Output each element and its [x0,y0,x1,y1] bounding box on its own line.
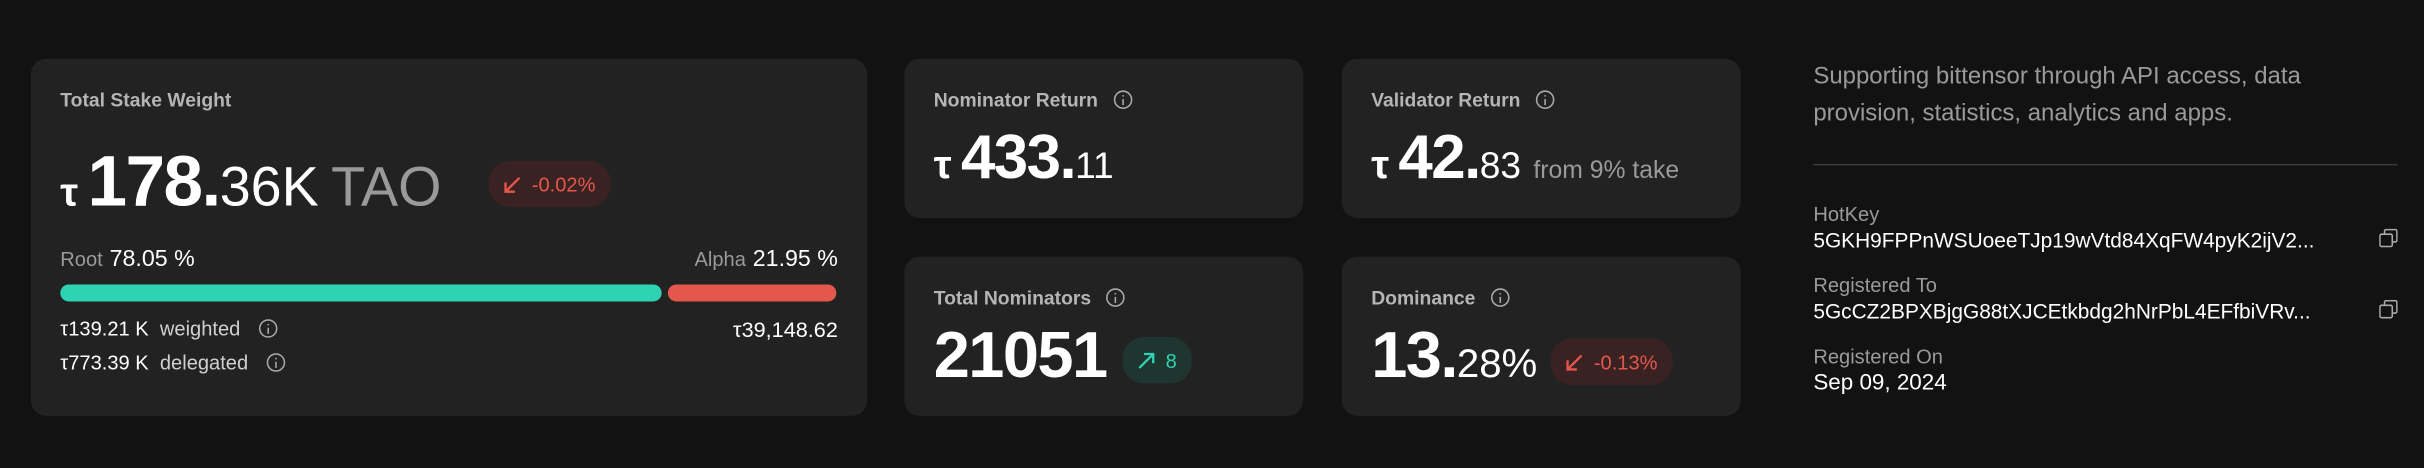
info-icon[interactable] [1535,90,1555,110]
copy-icon[interactable] [2379,299,2398,319]
card-title: Nominator Return [933,89,1133,112]
info-icon[interactable] [266,352,286,372]
value-dec: 11 [1075,145,1114,188]
value-int: 42. [1398,123,1481,192]
bar-segment [60,284,662,302]
registered-on-label: Registered On [1813,344,1943,368]
info-panel: Supporting bittensor through API access,… [1813,59,2398,396]
title: Total Nominators [933,287,1092,310]
change-badge: 8 [1122,337,1193,384]
card-title: Dominance [1371,287,1510,310]
tau: τ [60,168,79,215]
split-bar [60,284,837,302]
card-title: Total Stake Weight [60,89,232,112]
dominance-card: Dominance 13. 28% -0.13% [1341,256,1741,416]
value: τ 433. 11 [934,124,1114,194]
info-icon[interactable] [1490,288,1510,308]
alpha-amount: τ39,148.62 [733,316,838,342]
value-int: 178. [87,140,222,222]
title: Nominator Return [933,89,1098,112]
change: 8 [1165,348,1177,372]
card-title: Total Nominators [933,287,1126,310]
alpha-label: Alpha 21.95 % [694,246,837,274]
stake-value: τ 178. 36K TAO [60,139,441,222]
arrow-icon [1138,352,1155,368]
registered-on: Sep 09, 2024 [1813,371,1947,396]
nominator-return-card: Nominator Return τ 433. 11 [904,58,1304,218]
title: Validator Return [1371,89,1521,112]
value: τ 42. 83 from 9% take [1371,124,1679,194]
info-icon[interactable] [258,318,278,338]
label: Alpha [694,247,746,271]
root-label: Root 78.05 % [60,246,194,274]
value: 21051 [933,318,1108,392]
arrow-icon [504,176,521,193]
value: 21.95 % [752,245,838,273]
tau: τ [933,140,952,188]
label: delegated [159,350,249,375]
weighted: τ139.21 K weighted [60,317,278,340]
total-nominators-card: Total Nominators 21051 8 [904,256,1304,416]
label: weighted [159,316,241,341]
registered-to-label: Registered To [1813,273,1937,297]
arrow-icon [1566,353,1583,370]
value-dec: 83 [1479,145,1522,188]
value-dec: 28% [1456,340,1538,387]
copy-icon[interactable] [2379,228,2398,248]
hotkey-row: 5GKH9FPPnWSUoeeTJp19wVtd84XqFW4pyK2ijV2.… [1813,228,2398,252]
divider [1813,163,2398,166]
info-icon[interactable] [1106,288,1126,308]
amount: τ139.21 K [60,316,149,341]
stake-card: Total Stake Weight τ 178. 36K TAO -0.02%… [30,58,868,416]
bar-segment [667,284,837,302]
registered-to: 5GcCZ2BPXBjgG88tXJCEtkbdg2hNrPbL4EFfbiVR… [1813,299,2311,324]
change-badge: -0.02% [488,160,611,208]
unit: TAO [331,154,442,218]
value-int: 13. [1371,318,1458,392]
note: from 9% take [1533,157,1680,184]
label: Root [60,247,103,271]
info-icon[interactable] [1113,90,1133,110]
value-int: 433. [960,123,1077,192]
hotkey-label: HotKey [1813,202,1880,226]
change: -0.13% [1593,350,1658,374]
change: -0.02% [531,172,596,196]
value-dec: 36K [219,154,319,218]
amount: τ773.39 K [60,350,149,375]
change-badge: -0.13% [1550,338,1673,385]
value: 13. 28% [1371,318,1537,392]
registered-to-row: 5GcCZ2BPXBjgG88tXJCEtkbdg2hNrPbL4EFfbiVR… [1813,299,2398,324]
value: 78.05 % [109,245,195,273]
delegated: τ773.39 K delegated [60,351,286,374]
validator-return-card: Validator Return τ 42. 83 from 9% take [1341,58,1741,218]
description: Supporting bittensor through API access,… [1813,63,2301,127]
card-title: Validator Return [1371,89,1555,112]
hotkey: 5GKH9FPPnWSUoeeTJp19wVtd84XqFW4pyK2ijV2.… [1813,228,2315,252]
title: Dominance [1371,287,1476,310]
tau: τ [1371,140,1390,188]
